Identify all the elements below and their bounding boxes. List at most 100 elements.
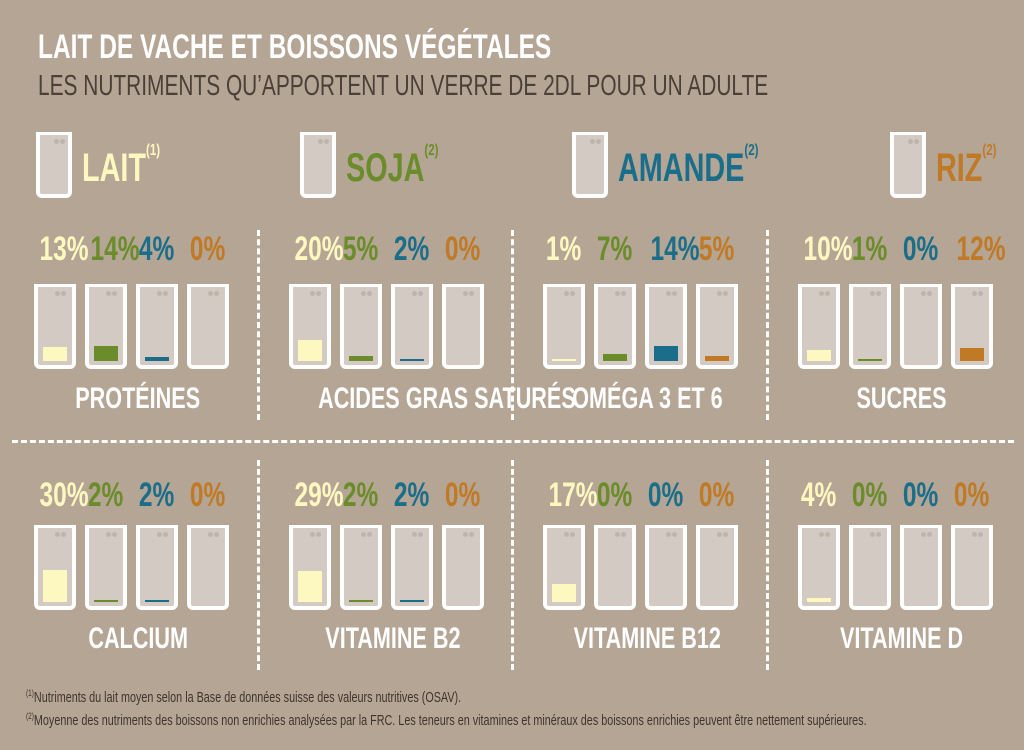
bubble-icon <box>596 139 601 144</box>
bubble-icon <box>55 291 60 296</box>
glass-icon <box>572 132 608 198</box>
bubble-icon <box>106 291 111 296</box>
bubble-icon <box>926 532 932 537</box>
glass <box>85 284 127 369</box>
data-label: 2% <box>139 476 175 514</box>
bubble-icon <box>971 291 977 296</box>
legend-label: SOJA(2) <box>346 142 439 190</box>
category-label: VITAMINE D <box>839 622 964 655</box>
page-title: LAIT DE VACHE ET BOISSONS VÉGÉTALES <box>38 28 552 66</box>
glass <box>594 525 636 610</box>
bubble-icon <box>318 139 323 144</box>
bubble-icon <box>309 291 315 296</box>
bubble-icon <box>417 291 423 296</box>
bubble-icon <box>615 532 620 537</box>
bubble-icon <box>971 532 977 537</box>
glass-fill-bar <box>94 599 118 602</box>
glass <box>950 284 993 369</box>
divider <box>511 230 514 420</box>
bubble-icon <box>977 532 983 537</box>
bubble-icon <box>55 532 60 537</box>
bubble-icon <box>869 532 875 537</box>
glass-fill-bar <box>603 353 627 361</box>
glass <box>339 525 382 610</box>
bubble-icon <box>717 291 722 296</box>
glass <box>594 284 636 369</box>
glass-icon <box>36 132 72 198</box>
glass <box>848 284 891 369</box>
glass-icon <box>890 132 926 198</box>
bubble-icon <box>818 532 824 537</box>
glass <box>390 525 433 610</box>
glass <box>696 284 738 369</box>
glass <box>899 284 942 369</box>
data-label: 0% <box>444 230 481 268</box>
bubble-icon <box>666 532 671 537</box>
glass-fill-bar <box>43 569 67 602</box>
glass <box>187 284 229 369</box>
bubble-icon <box>920 291 926 296</box>
data-label: 4% <box>800 476 837 514</box>
glass <box>543 284 585 369</box>
bubble-icon <box>315 291 321 296</box>
data-label: 0% <box>902 476 939 514</box>
bubble-icon <box>875 291 881 296</box>
data-label: 10% <box>803 230 853 268</box>
glass-fill-bar <box>145 599 169 602</box>
category-label: ACIDES GRAS SATURÉS <box>317 382 576 415</box>
bubble-icon <box>723 532 728 537</box>
bubble-icon <box>112 291 117 296</box>
bubble-icon <box>61 291 66 296</box>
category-label: CALCIUM <box>88 622 188 655</box>
bubble-icon <box>717 532 722 537</box>
bubble-icon <box>875 532 881 537</box>
divider <box>257 460 260 670</box>
glass <box>34 284 76 369</box>
bubble-icon <box>417 532 423 537</box>
bubble-icon <box>672 532 677 537</box>
glass <box>441 284 484 369</box>
bubble-icon <box>208 291 213 296</box>
bubble-icon <box>106 532 111 537</box>
bubble-icon <box>570 291 575 296</box>
glass-fill-bar <box>297 339 322 361</box>
footnote-2: (2)Moyenne des nutriments des boissons n… <box>26 711 867 729</box>
data-label: 2% <box>393 476 430 514</box>
data-label: 0% <box>699 476 735 514</box>
data-label: 0% <box>953 476 990 514</box>
glass <box>136 284 178 369</box>
bubble-icon <box>214 532 219 537</box>
legend-label: AMANDE(2) <box>618 142 759 190</box>
bubble-icon <box>157 532 162 537</box>
bubble-icon <box>564 291 569 296</box>
data-label: 7% <box>597 230 633 268</box>
glass <box>136 525 178 610</box>
bubble-icon <box>723 291 728 296</box>
glass-fill-bar <box>857 359 882 361</box>
data-label: 0% <box>851 476 888 514</box>
data-label: 0% <box>597 476 633 514</box>
bubble-icon <box>926 291 932 296</box>
bubble-icon <box>977 291 983 296</box>
glass-fill-bar <box>705 355 729 361</box>
bubble-icon <box>824 532 830 537</box>
bubble-icon <box>462 532 468 537</box>
glass <box>645 525 687 610</box>
bubble-icon <box>869 291 875 296</box>
glass-fill-bar <box>399 599 424 602</box>
bubble-icon <box>570 532 575 537</box>
page-subtitle: LES NUTRIMENTS QU’APPORTENT UN VERRE DE … <box>38 70 769 102</box>
data-label: 0% <box>444 476 481 514</box>
glass <box>848 525 891 610</box>
data-label: 14% <box>650 230 700 268</box>
glass <box>543 525 585 610</box>
divider <box>766 230 769 420</box>
data-label: 20% <box>294 230 344 268</box>
glass <box>339 284 382 369</box>
bubble-icon <box>468 532 474 537</box>
data-label: 2% <box>342 476 379 514</box>
data-label: 13% <box>39 230 89 268</box>
bubble-icon <box>360 532 366 537</box>
divider <box>511 460 514 670</box>
glass-fill-bar <box>959 348 984 361</box>
